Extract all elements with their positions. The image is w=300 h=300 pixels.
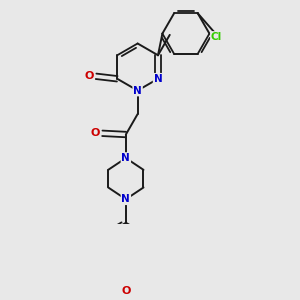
Text: Cl: Cl [211,32,222,42]
Text: N: N [122,153,130,163]
Text: N: N [133,85,142,95]
Text: N: N [154,74,162,84]
Text: O: O [121,286,130,296]
Text: O: O [91,128,100,138]
Text: N: N [122,194,130,204]
Text: O: O [84,71,94,81]
